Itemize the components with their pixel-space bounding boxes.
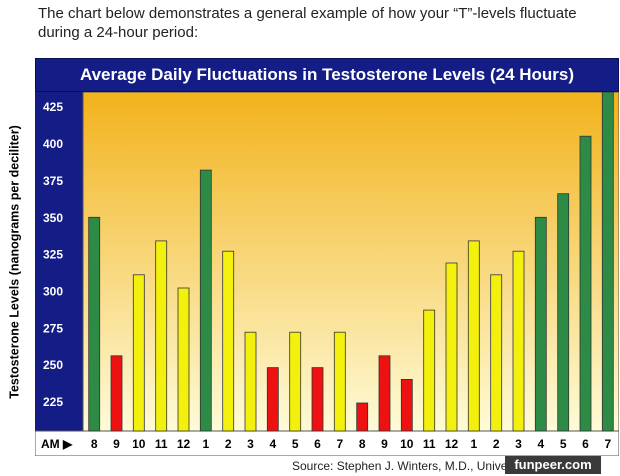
y-tick-labels: 225 250 275 300 325 350 375 400 425 <box>43 100 63 409</box>
x-tick-label: 1 <box>470 437 477 451</box>
bar-20 <box>512 250 525 432</box>
x-tick-label: 2 <box>225 437 232 451</box>
bar-19 <box>490 274 503 432</box>
x-tick-label: 8 <box>91 437 98 451</box>
x-tick-label: 9 <box>113 437 120 451</box>
x-tick-label: 1 <box>202 437 209 451</box>
x-tick-label: 8 <box>359 437 366 451</box>
bar-2 <box>110 355 123 432</box>
x-axis-strip <box>35 430 619 456</box>
y-tick-label: 325 <box>43 248 63 262</box>
x-tick-labels: 8 9 10 11 12 1 2 3 4 5 6 7 8 9 10 11 12 1 2 3 4 5 6 7 <box>91 437 612 451</box>
am-label: AM ▶ <box>41 437 73 451</box>
y-tick-label: 400 <box>43 137 63 151</box>
x-tick-label: 3 <box>515 437 522 451</box>
x-tick-label: 6 <box>582 437 589 451</box>
x-tick-label: 4 <box>269 437 276 451</box>
y-tick-label: 375 <box>43 174 63 188</box>
bar-1 <box>88 216 101 432</box>
watermark-badge: funpeer.com <box>505 456 601 474</box>
bar-22 <box>557 193 570 432</box>
chart-title: Average Daily Fluctuations in Testostero… <box>79 65 575 84</box>
y-axis-label-container: Testosterone Levels (nanograms per decil… <box>0 93 30 431</box>
x-tick-label: 11 <box>423 437 436 451</box>
x-tick-label: 4 <box>537 437 544 451</box>
y-axis-panel <box>35 92 83 456</box>
bar-14 <box>378 355 391 432</box>
bar-21 <box>534 216 547 432</box>
y-tick-label: 300 <box>43 285 63 299</box>
bar-12 <box>333 331 346 432</box>
x-tick-label: 6 <box>314 437 321 451</box>
bar-5 <box>177 287 190 432</box>
bar-18 <box>467 240 480 432</box>
bar-4 <box>155 240 168 432</box>
x-tick-label: 10 <box>132 437 146 451</box>
y-axis-label: Testosterone Levels (nanograms per decil… <box>8 125 22 399</box>
chart-title-bar: Average Daily Fluctuations in Testostero… <box>35 58 619 92</box>
bar-10 <box>289 331 302 432</box>
bar-9 <box>266 367 279 432</box>
intro-text: The chart below demonstrates a general e… <box>38 5 577 41</box>
x-tick-label: 12 <box>177 437 191 451</box>
bar-16 <box>423 309 436 432</box>
x-tick-label: 12 <box>445 437 459 451</box>
x-tick-label: 7 <box>604 437 611 451</box>
x-tick-label: 7 <box>336 437 343 451</box>
y-tick-label: 425 <box>43 100 63 114</box>
x-tick-label: 11 <box>155 437 168 451</box>
y-tick-label: 225 <box>43 395 63 409</box>
bar-11 <box>311 367 324 432</box>
bar-17 <box>445 262 458 432</box>
x-tick-label: 3 <box>247 437 254 451</box>
bar-23 <box>579 135 592 432</box>
x-tick-label: 5 <box>292 437 299 451</box>
plot-area <box>82 92 619 432</box>
bar-24 <box>601 92 614 432</box>
bar-15 <box>400 378 413 432</box>
bars-group <box>88 92 614 432</box>
y-tick-label: 250 <box>43 358 63 372</box>
x-tick-label: 5 <box>560 437 567 451</box>
y-tick-label: 350 <box>43 211 63 225</box>
x-tick-label: 9 <box>381 437 388 451</box>
x-tick-label: 2 <box>493 437 500 451</box>
bar-3 <box>132 274 145 432</box>
bar-6 <box>199 169 212 432</box>
x-tick-label: 10 <box>400 437 414 451</box>
y-tick-label: 275 <box>43 321 63 335</box>
bar-13 <box>356 402 369 432</box>
bar-7 <box>222 250 235 432</box>
bar-8 <box>244 331 257 432</box>
